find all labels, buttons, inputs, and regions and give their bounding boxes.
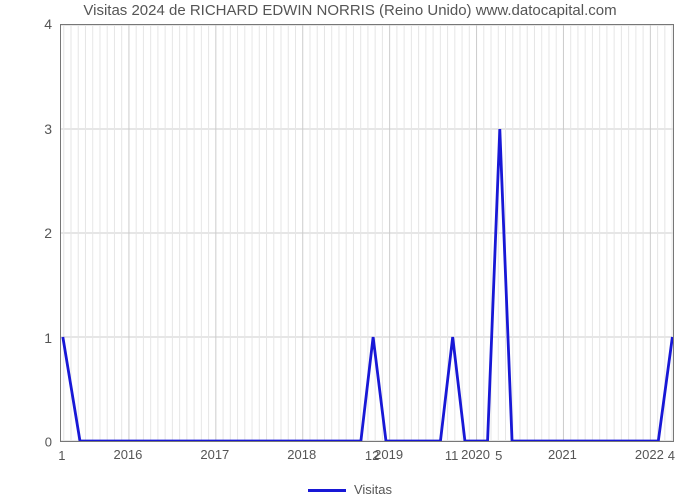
x-tick-2017: 2017 bbox=[200, 447, 229, 462]
value-label: 4 bbox=[668, 448, 675, 463]
chart-svg bbox=[61, 25, 673, 441]
chart-title: Visitas 2024 de RICHARD EDWIN NORRIS (Re… bbox=[0, 2, 700, 19]
y-tick-1: 1 bbox=[0, 330, 52, 346]
y-tick-3: 3 bbox=[0, 121, 52, 137]
legend: Visitas bbox=[0, 482, 700, 497]
legend-label: Visitas bbox=[354, 482, 392, 497]
x-tick-2018: 2018 bbox=[287, 447, 316, 462]
value-label: 11 bbox=[445, 448, 459, 463]
x-tick-2021: 2021 bbox=[548, 447, 577, 462]
y-tick-0: 0 bbox=[0, 435, 52, 450]
value-label: 5 bbox=[495, 448, 502, 463]
y-tick-4: 4 bbox=[0, 16, 52, 32]
x-tick-2016: 2016 bbox=[113, 447, 142, 462]
x-tick-2022: 2022 bbox=[635, 447, 664, 462]
x-tick-2020: 2020 bbox=[461, 447, 490, 462]
legend-swatch bbox=[308, 489, 346, 492]
plot-area bbox=[60, 24, 674, 442]
value-label: 1 bbox=[58, 448, 65, 463]
value-label: 12 bbox=[365, 448, 379, 463]
y-tick-2: 2 bbox=[0, 225, 52, 241]
